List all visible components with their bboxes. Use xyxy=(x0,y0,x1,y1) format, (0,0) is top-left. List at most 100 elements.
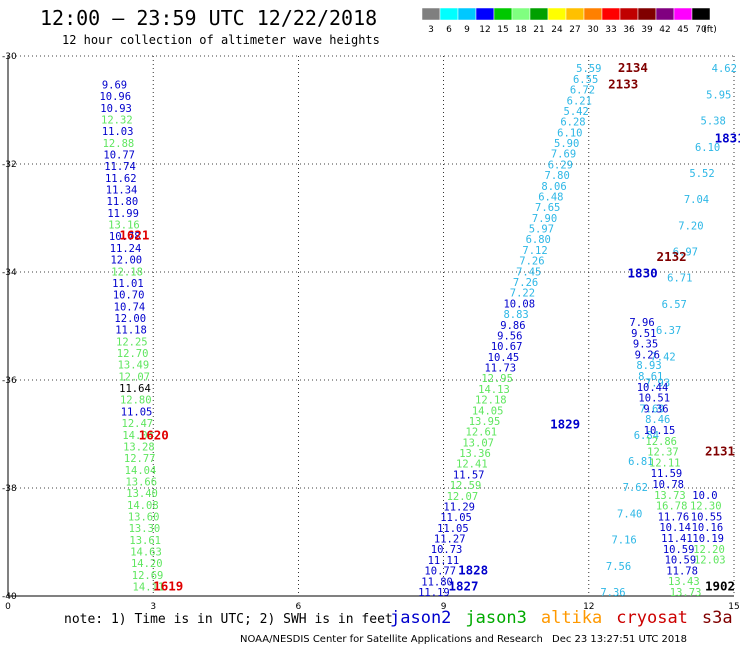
wave-height-value: 12.88 xyxy=(103,138,135,150)
wave-height-value: 6.37 xyxy=(656,325,681,337)
orbit-number-label: 1828 xyxy=(458,562,488,577)
wave-height-value: 11.11 xyxy=(428,555,460,567)
wave-height-value: 13.73 xyxy=(670,587,702,599)
wave-height-value: 11.24 xyxy=(110,243,142,255)
wave-height-value: 11.05 xyxy=(437,523,469,535)
wave-height-value: 12.30 xyxy=(690,501,722,513)
wave-height-value: 12.86 xyxy=(645,436,677,448)
wave-height-value: 7.12 xyxy=(522,245,547,257)
wave-height-value: 9.35 xyxy=(633,339,658,351)
wave-height-value: 10.08 xyxy=(503,298,535,310)
wave-height-value: 9.51 xyxy=(631,328,656,340)
satellite-legend-jason2: jason2 xyxy=(390,608,452,628)
footnote: note: 1) Time is in UTC; 2) SWH is in fe… xyxy=(64,612,393,627)
y-tick-label: -38 xyxy=(2,484,17,494)
wave-height-value: 12.69 xyxy=(132,570,164,582)
wave-height-value: 11.80 xyxy=(107,196,139,208)
wave-height-value: 11.41 xyxy=(661,533,693,545)
wave-height-value: 10.55 xyxy=(691,511,723,523)
wave-height-value: 6.97 xyxy=(673,247,698,259)
colorbar-label: 6 xyxy=(446,25,452,35)
wave-height-value: 9.36 xyxy=(643,403,668,415)
wave-height-value: 7.20 xyxy=(678,220,703,232)
orbit-number-label: 2131 xyxy=(705,444,735,459)
colorbar-unit: (ft) xyxy=(703,25,717,35)
wave-height-value: 12.70 xyxy=(117,348,149,360)
wave-height-value: 13.36 xyxy=(459,448,491,460)
wave-height-value: 13.43 xyxy=(668,576,700,588)
wave-height-value: 12.41 xyxy=(456,459,488,471)
wave-height-value: 12.07 xyxy=(447,491,479,503)
wave-height-value: 11.99 xyxy=(107,208,139,220)
wave-height-value: 6.29 xyxy=(548,159,573,171)
wave-height-value: 7.65 xyxy=(535,202,560,214)
wave-height-value: 10.15 xyxy=(644,425,676,437)
wave-height-value: 6.57 xyxy=(662,299,687,311)
wave-height-value: 12.32 xyxy=(101,114,133,126)
orbit-number-label: 2132 xyxy=(657,249,687,264)
wave-height-value: 8.46 xyxy=(645,414,670,426)
colorbar-label: 27 xyxy=(569,25,580,35)
wave-height-value: 13.30 xyxy=(129,523,161,535)
wave-height-value: 9.86 xyxy=(500,320,525,332)
wave-height-value: 14.04 xyxy=(122,430,154,442)
wave-height-value: 11.78 xyxy=(666,565,698,577)
wave-height-value: 10.14 xyxy=(659,522,691,534)
wave-height-value: 11.18 xyxy=(115,325,147,337)
wave-height-value: 12.00 xyxy=(110,255,142,267)
colorbar-label: 39 xyxy=(641,25,653,35)
wave-height-value: 5.97 xyxy=(529,224,554,236)
wave-height-value: 12.07 xyxy=(118,371,150,383)
wave-height-value: 6.48 xyxy=(538,191,563,203)
wave-height-value: 14.04 xyxy=(125,465,157,477)
wave-height-value: 12.80 xyxy=(120,395,152,407)
wave-height-value: 10.96 xyxy=(99,91,131,103)
wave-height-value: 13.40 xyxy=(126,488,158,500)
wave-height-value: 13.60 xyxy=(128,512,160,524)
wave-height-value: 12.77 xyxy=(124,453,156,465)
wave-height-chart: 0 3 6 9 12 15 -30 -32 -34 -36 -38 -40 9.6910.9610.93… xyxy=(2,52,740,610)
wave-height-value: 10.78 xyxy=(109,231,141,243)
wave-height-value: 5.90 xyxy=(554,138,579,150)
colorbar-label: 12 xyxy=(479,25,490,35)
wave-height-value: 13.66 xyxy=(125,476,157,488)
orbit-number-label: 2134 xyxy=(618,60,648,75)
wave-height-value: 4.62 xyxy=(712,63,737,75)
wave-height-value: 6.71 xyxy=(667,273,692,285)
wave-height-value: 7.42 xyxy=(650,351,675,363)
satellite-legend-s3a: s3a xyxy=(701,608,733,628)
wave-height-value: 14.63 xyxy=(130,547,162,559)
wave-height-value: 10.44 xyxy=(637,382,669,394)
satellite-legend-cryosat: cryosat xyxy=(616,608,688,628)
wave-height-value: 10.59 xyxy=(665,555,697,567)
wave-height-value: 8.61 xyxy=(638,371,663,383)
wave-height-value: 10.73 xyxy=(431,544,463,556)
orbit-number-label: 2133 xyxy=(608,76,638,91)
colorbar-label: 9 xyxy=(464,25,470,35)
wave-height-value: 7.26 xyxy=(513,277,538,289)
wave-height-value: 10.59 xyxy=(663,544,695,556)
wave-height-value: 5.52 xyxy=(689,168,714,180)
wave-height-value: 10.0 xyxy=(692,490,717,502)
wave-height-value: 7.69 xyxy=(639,404,664,416)
wave-height-value: 14.11 xyxy=(133,582,165,594)
wave-height-value: 7.96 xyxy=(629,317,654,329)
y-tick-label: -36 xyxy=(2,376,17,386)
chart-subtitle: 12 hour collection of altimeter wave hei… xyxy=(62,33,380,47)
wave-height-value: 12.59 xyxy=(450,480,482,492)
wave-height-value: 14.08 xyxy=(127,500,159,512)
wave-height-value: 5.95 xyxy=(706,89,731,101)
wave-height-value: 11.74 xyxy=(104,161,136,173)
colorbar-label: 33 xyxy=(605,25,616,35)
satellite-legend-altika: altika xyxy=(540,608,603,628)
color-scale-legend: 3 6 9 12 15 18 21 24 27 30 33 36 39 42 45 70(ft) xyxy=(421,7,717,35)
colorbar-swatch xyxy=(691,7,711,21)
wave-height-value: 6.72 xyxy=(570,85,595,97)
orbit-number-label: 1829 xyxy=(550,417,580,432)
wave-height-value: 10.74 xyxy=(114,301,146,313)
wave-height-value: 13.16 xyxy=(108,220,140,232)
satellite-legend-jason3: jason3 xyxy=(465,608,527,628)
wave-height-value: 7.45 xyxy=(516,266,541,278)
wave-height-value: 7.93 xyxy=(645,377,670,389)
y-tick-label: -30 xyxy=(2,52,17,62)
